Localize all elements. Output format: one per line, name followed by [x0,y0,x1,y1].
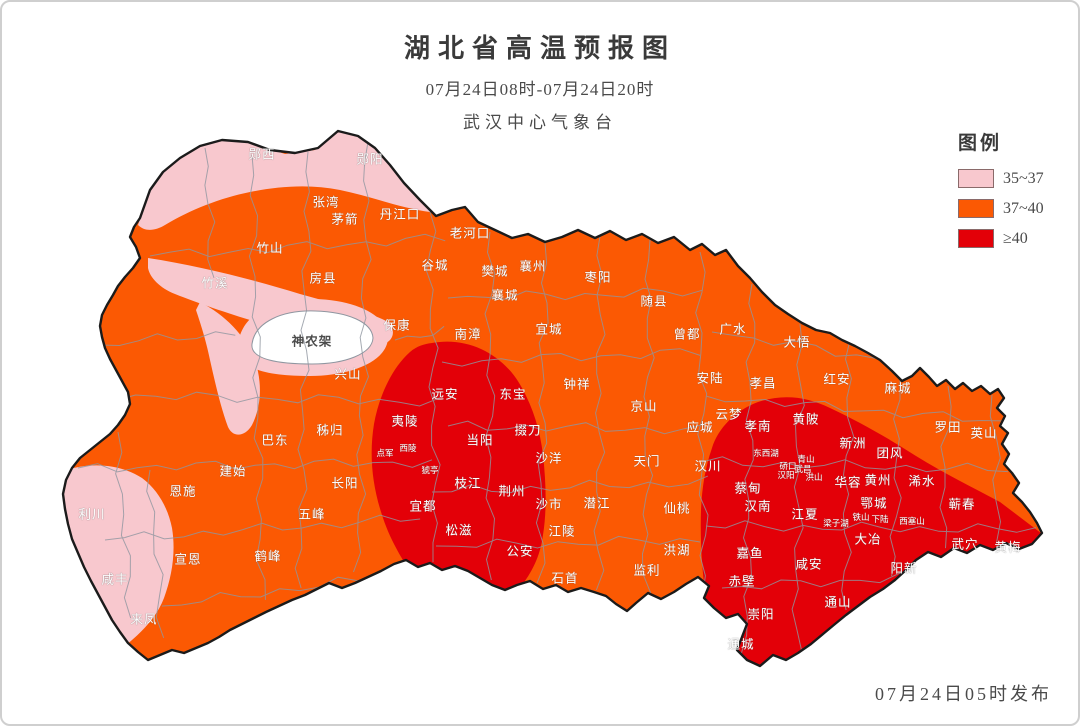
county-boundary-line [791,323,805,651]
legend-swatch [958,229,994,248]
county-boundary-line [841,339,855,611]
county-boundary-line [77,458,433,473]
legend-item: ≥40 [958,229,1044,248]
county-boundary-line [149,233,446,258]
legend: 图例 35~37 37~40 ≥40 [958,128,1044,259]
county-boundary-line [939,385,952,549]
county-boundary-line [425,211,441,563]
county-boundary-line [889,380,902,577]
map-header: 湖北省高温预报图 07月24日08时-07月24日20时 武汉中心气象台 [0,28,1080,133]
county-boundary-line [989,394,1002,544]
legend-label: ≥40 [1003,229,1028,247]
county-boundary-line [394,325,445,341]
page-title: 湖北省高温预报图 [403,34,676,63]
county-boundary-line [294,151,312,589]
pink-zone-northwest [138,131,440,230]
county-boundary-line [146,469,165,639]
county-boundary-line [104,514,421,541]
county-boundary-line [535,242,549,584]
county-boundary-line [701,456,1009,473]
county-boundary-line [447,287,703,301]
county-boundary-line [711,331,898,367]
county-boundary-line [447,420,705,435]
county-boundary-line [435,535,701,549]
county-boundary-line [705,395,1003,422]
legend-item: 37~40 [958,199,1044,218]
county-boundaries [77,141,1037,656]
legend-items: 35~37 37~40 ≥40 [958,169,1044,248]
county-boundary-line [248,154,266,600]
county-boundary-line [431,475,708,494]
forecast-period: 07月24日08时-07月24日20时 [425,80,655,99]
county-boundary-line [161,576,379,607]
province-border [61,129,1044,668]
county-boundary-line [641,239,655,594]
agency-name: 武汉中心气象台 [463,113,617,132]
legend-label: 35~37 [1003,169,1044,187]
publish-time: 07月24日05时发布 [875,684,1052,704]
county-boundary-line [705,520,1037,533]
legend-label: 37~40 [1003,199,1044,217]
county-boundary-line [99,331,236,347]
county-boundary-line [94,391,441,407]
county-boundary-line [695,251,709,597]
red-zone-west [371,341,546,600]
county-boundary-line [441,348,701,367]
county-boundary-line [484,231,496,581]
legend-item: 35~37 [958,169,1044,188]
county-boundary-line [115,431,132,619]
legend-swatch [958,199,994,218]
shennongjia-white-area [251,310,374,365]
county-boundary-line [353,141,372,573]
legend-title: 图例 [958,133,1003,154]
legend-swatch [958,169,994,188]
county-boundary-line [740,283,756,656]
